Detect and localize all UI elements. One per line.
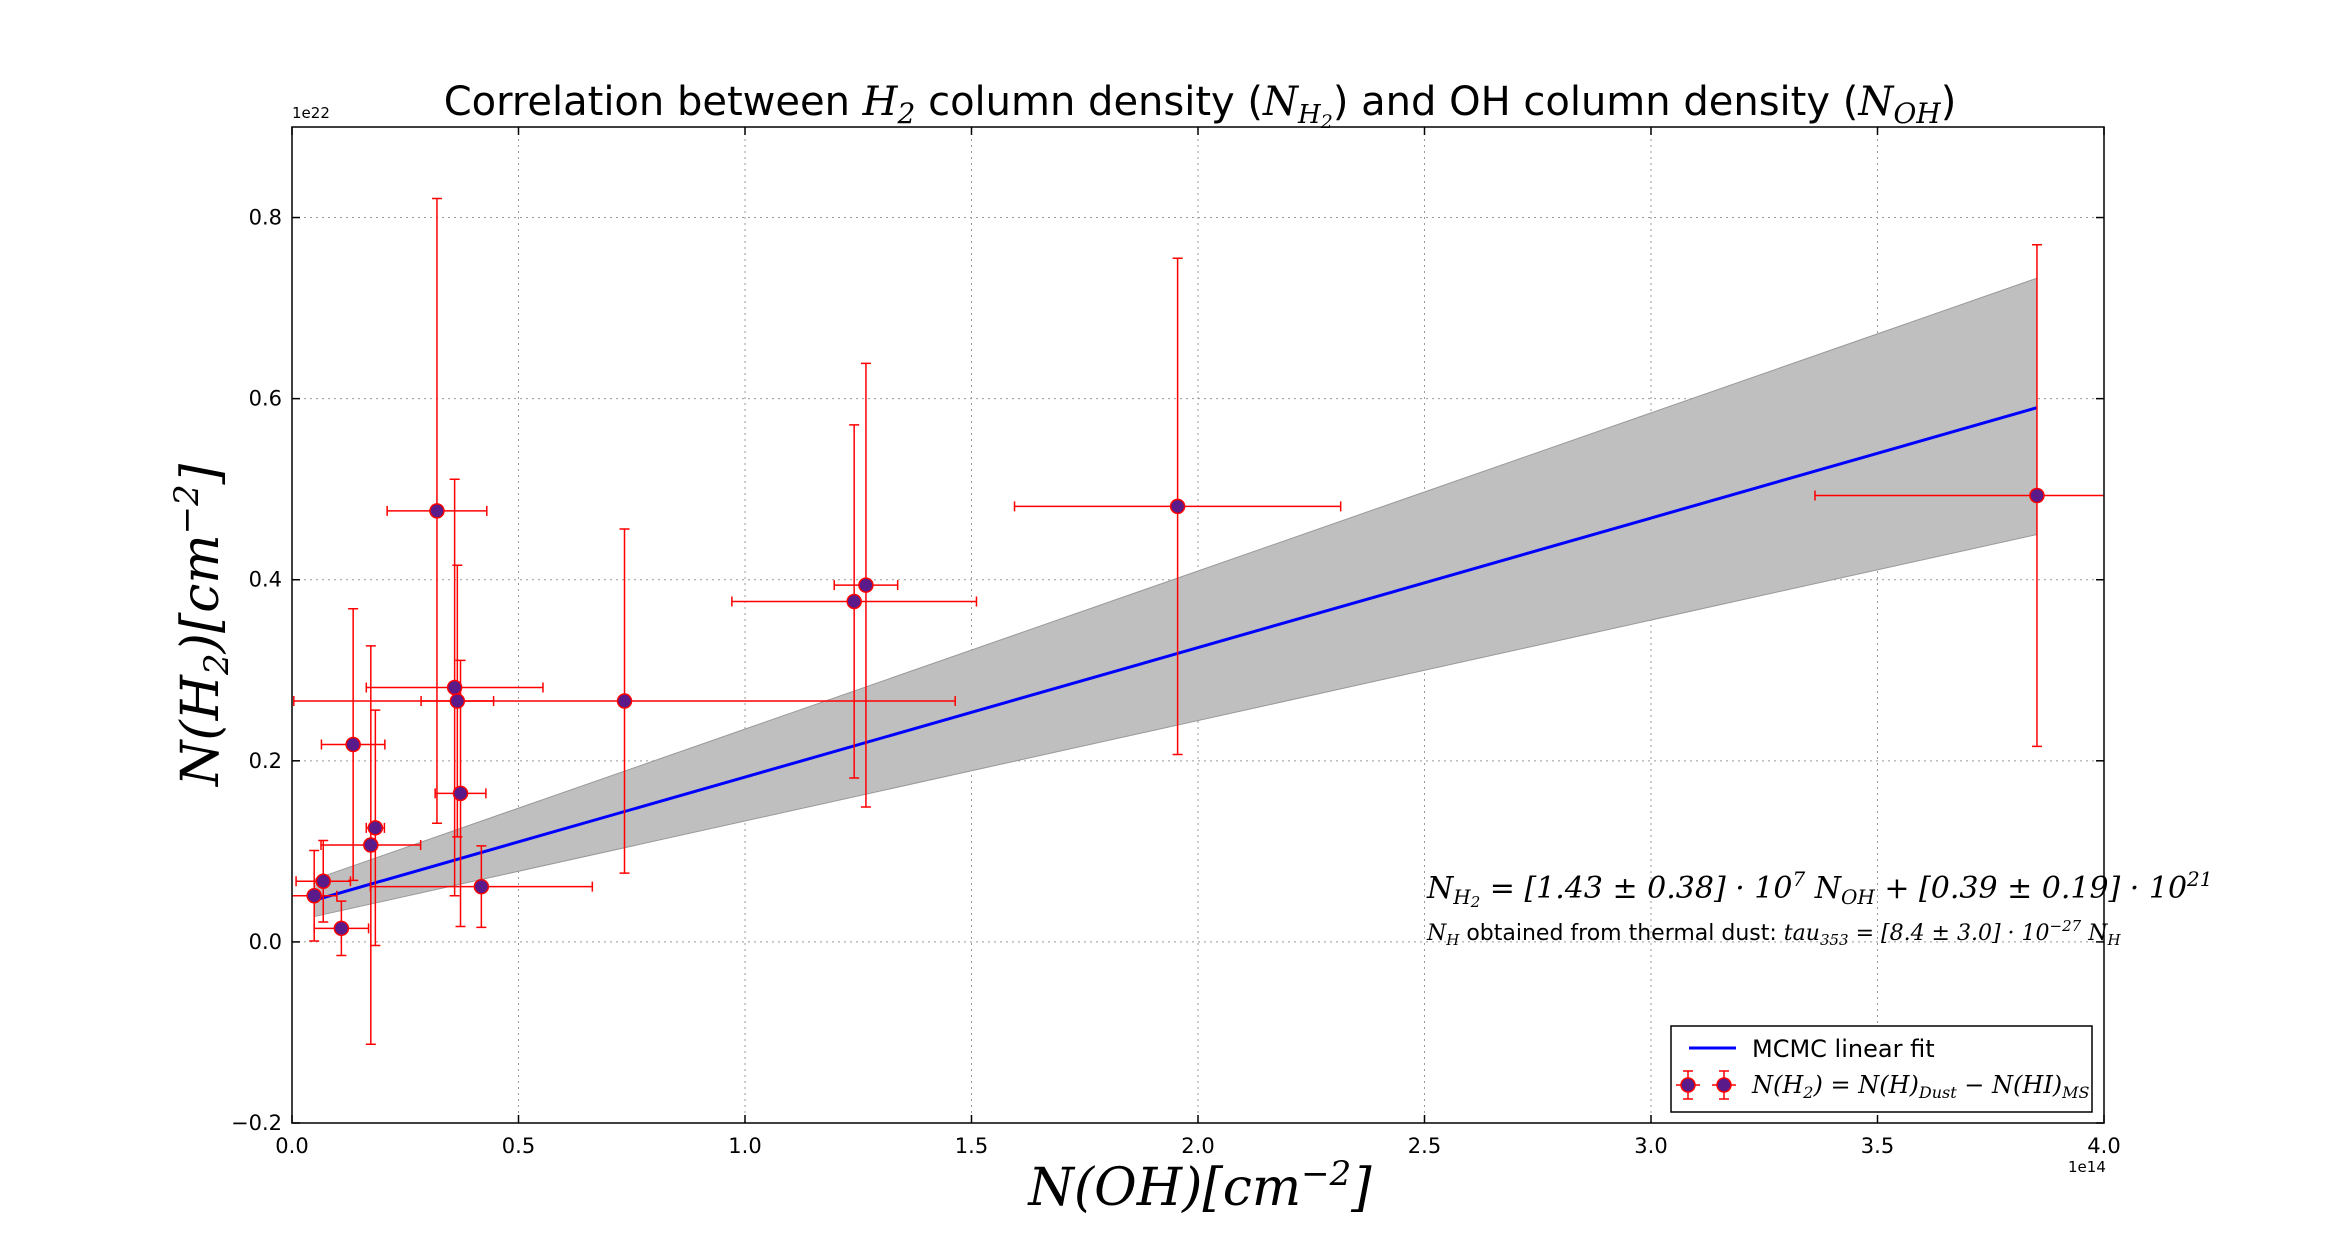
annotation-part: 353 — [1820, 931, 1849, 949]
label-part: ] — [1350, 1158, 1372, 1218]
y-axis-label: N(H2)[cm−2] — [167, 463, 237, 788]
legend-label: N(H2) = N(H)Dust − N(HI)MS — [1751, 1071, 2090, 1102]
annotation-part: 7 — [1792, 867, 1805, 891]
point — [446, 679, 463, 696]
title-part: H — [862, 79, 899, 125]
label-part: N(H — [171, 673, 231, 788]
legend-marker — [1676, 1070, 1736, 1100]
legend-label: MCMC linear fit — [1752, 1035, 1935, 1063]
point — [858, 577, 874, 593]
chart-title: Correlation between H2 column density (N… — [444, 79, 1957, 133]
title-part: 2 — [897, 97, 916, 130]
point — [363, 837, 379, 853]
point — [1169, 498, 1186, 515]
y-tick-label: 0.4 — [249, 568, 282, 592]
annotation-part: + [0.39 ± 0.19] · 10 — [1875, 871, 2187, 906]
title-part: ) and OH column density ( — [1333, 79, 1859, 125]
point — [2029, 487, 2045, 504]
point — [333, 920, 350, 937]
point — [306, 887, 322, 904]
label-part: N(OH)[cm — [1026, 1158, 1301, 1218]
fit-line — [313, 406, 2038, 902]
x-tick-label: 2.5 — [1408, 1134, 1441, 1158]
x-tick-label: 3.5 — [1861, 1134, 1894, 1158]
legend-part: N(H — [1751, 1071, 1804, 1099]
point — [345, 736, 361, 753]
x-tick-label: 1.0 — [728, 1134, 761, 1158]
y-tick-label: 0.6 — [249, 387, 282, 411]
title-part: column density ( — [915, 79, 1263, 125]
legend-frame — [1670, 1025, 2093, 1113]
point — [452, 785, 469, 802]
y-tick-label: 0.0 — [249, 930, 282, 954]
legend-point — [1680, 1077, 1696, 1093]
annotation-part: H — [1445, 931, 1460, 949]
x-tick-label: 0.0 — [275, 1134, 308, 1158]
annotation-part: N — [1426, 871, 1455, 906]
point — [449, 693, 466, 709]
annotation-part: H — [2106, 931, 2121, 949]
legend-part: − N(HI) — [1957, 1071, 2063, 1099]
point — [616, 693, 633, 709]
title-part: 2 — [1320, 111, 1333, 133]
point — [429, 503, 445, 519]
annotation-part: 21 — [2186, 867, 2212, 891]
label-part: −2 — [1301, 1154, 1351, 1194]
label-part: 2 — [197, 653, 237, 676]
title-part: N — [1857, 79, 1895, 125]
point — [473, 878, 490, 895]
annotation-part: 2 — [1470, 893, 1481, 911]
annotation-part: tau — [1784, 921, 1820, 946]
x-tick-label: 2.0 — [1181, 1134, 1214, 1158]
x-tick-label: 3.0 — [1634, 1134, 1667, 1158]
annotation-part: = [8.4 ± 3.0] · 10 — [1849, 921, 2050, 946]
annotation-part: H — [1452, 885, 1471, 909]
y-tick-label: 0.2 — [249, 749, 282, 773]
y-offset: 1e22 — [292, 104, 330, 122]
title-part: ) — [1941, 79, 1957, 125]
annotation-part: N — [2081, 921, 2108, 946]
annotation: NH2 = [1.43 ± 0.38] · 107 NOH + [0.39 ± … — [1426, 867, 2212, 911]
x-axis-label: N(OH)[cm−2] — [1026, 1154, 1372, 1218]
x-tick-label: 1.5 — [955, 1134, 988, 1158]
annotation-part: N — [1426, 921, 1447, 946]
annotation-part: OH — [1841, 885, 1875, 909]
label-part: )[cm — [171, 534, 231, 654]
legend-point — [1716, 1077, 1732, 1093]
annotation-part: −27 — [2050, 917, 2082, 935]
annotation-part: obtained from thermal dust: — [1459, 921, 1783, 946]
y-tick-label: 0.8 — [249, 206, 282, 230]
annotation: NH obtained from thermal dust: tau353 = … — [1426, 917, 2121, 949]
annotation-part: = [1.43 ± 0.38] · 10 — [1480, 871, 1792, 906]
x-tick-label: 0.5 — [502, 1134, 535, 1158]
point — [315, 873, 332, 889]
annotation-part: N — [1805, 871, 1843, 906]
y-tick-label: −0.2 — [231, 1111, 282, 1135]
x-offset: 1e14 — [2068, 1158, 2106, 1176]
point — [846, 593, 862, 610]
title-part: H — [1297, 100, 1322, 130]
label-part: ] — [171, 463, 231, 485]
title-part: Correlation between — [444, 79, 863, 125]
point — [367, 820, 384, 836]
label-part: −2 — [167, 484, 207, 534]
x-tick-label: 4.0 — [2087, 1134, 2120, 1158]
title-part: N — [1262, 79, 1300, 125]
legend-part: 2 — [1802, 1083, 1813, 1102]
legend-part: MS — [2061, 1083, 2089, 1102]
title-part: OH — [1893, 97, 1941, 130]
legend-part: Dust — [1918, 1083, 1957, 1102]
legend: MCMC linear fit N(H2) = N(H)Dust − N(HI)… — [1670, 1025, 2093, 1113]
legend-part: ) = N(H) — [1812, 1071, 1918, 1099]
